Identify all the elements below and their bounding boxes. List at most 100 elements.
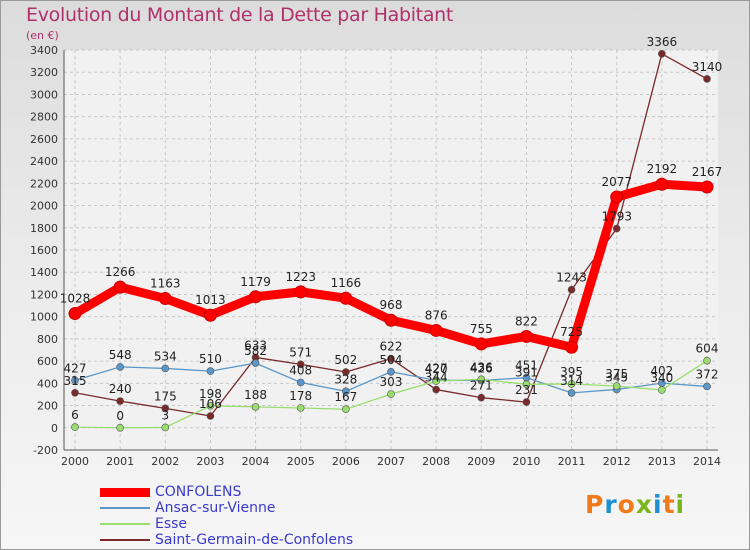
data-label: 426 [470,361,493,375]
data-label: 2167 [692,165,723,179]
x-tick-label: 2005 [287,455,315,468]
data-point [113,280,127,294]
data-label: 633 [244,338,267,352]
data-point [387,354,395,363]
data-point [161,423,170,432]
chart-subtitle: (en €) [26,29,59,42]
data-label: 436 [470,360,493,374]
data-label: 175 [154,389,177,403]
x-tick-label: 2013 [648,455,676,468]
data-label: 402 [650,364,673,378]
proxiti-logo: Proxiti [585,490,685,519]
logo-letter: P [585,490,605,519]
data-label: 604 [696,342,719,356]
data-point [71,388,79,397]
data-label: 504 [380,353,403,367]
data-label: 375 [605,367,628,381]
legend-swatch-esse [100,523,150,525]
legend-swatch-ansac [100,507,150,509]
y-tick-label: 400 [37,377,58,390]
data-label: 344 [425,371,448,385]
data-point [477,393,486,402]
data-label: 1028 [60,292,91,306]
data-point [384,313,398,327]
data-label: 303 [380,375,403,389]
data-label: 395 [560,365,583,379]
y-tick-label: 2400 [30,155,58,168]
data-label: 822 [515,314,538,328]
x-tick-label: 2001 [106,455,134,468]
logo-letter: x [635,490,653,519]
data-label: 725 [560,325,583,339]
logo-letter: o [617,490,636,519]
data-label: 1266 [105,265,136,279]
y-tick-label: 600 [37,355,58,368]
data-point [474,337,488,351]
data-label: 328 [334,372,357,386]
data-point [658,49,666,58]
data-label: 3 [161,408,169,422]
data-label: 502 [334,353,357,367]
data-label: 340 [650,371,673,385]
legend-swatch-confolens [100,488,150,497]
data-label: 420 [425,362,448,376]
logo-letter: t [662,490,676,519]
y-tick-label: 0 [51,422,58,435]
y-tick-label: 3200 [30,66,58,79]
data-point [116,363,124,371]
data-label: 534 [154,349,177,363]
data-point [206,367,215,375]
data-label: 427 [64,361,87,375]
legend-label-confolens: CONFOLENS [155,484,242,500]
data-label: 622 [380,340,403,354]
y-tick-label: 200 [37,400,58,413]
data-point [71,376,79,385]
data-label: 178 [289,389,312,403]
data-point [612,382,621,390]
data-label: 231 [515,383,538,397]
data-point [610,190,624,204]
data-point [339,291,353,305]
data-point [161,364,170,373]
data-point [567,389,576,397]
data-label: 876 [425,308,448,322]
data-point [296,404,305,412]
data-label: 1223 [285,270,316,284]
data-point [519,329,533,343]
x-tick-label: 2014 [693,455,721,468]
x-tick-label: 2010 [512,455,540,468]
y-tick-label: 1600 [30,244,58,257]
data-point [206,412,215,420]
data-point [158,292,172,306]
x-tick-label: 2008 [422,455,450,468]
x-tick-label: 2002 [151,455,179,468]
legend-swatch-saint-germain [100,539,150,541]
data-label: 3140 [692,60,723,74]
y-tick-label: 1000 [30,311,58,324]
data-point [249,290,263,304]
data-point [342,387,350,396]
data-label: 408 [289,363,312,377]
y-tick-label: 1200 [30,288,58,301]
data-label: 372 [696,367,719,381]
data-label: 427 [425,361,448,375]
data-label: 1166 [331,276,362,290]
legend-label-esse: Esse [155,516,188,532]
y-tick-label: 2600 [30,133,58,146]
y-tick-label: 2200 [30,177,58,190]
logo-letter: r [604,490,618,519]
data-point [522,398,531,406]
data-label: 1013 [195,293,226,307]
data-point [206,401,215,410]
data-point [342,368,350,376]
data-point [567,285,576,294]
data-point [658,386,666,394]
data-label: 188 [244,388,267,402]
data-point [251,403,260,411]
data-label: 106 [199,397,222,411]
y-tick-label: 2000 [30,200,58,213]
data-point [342,405,350,414]
y-tick-label: 3400 [30,44,58,57]
data-point [387,390,395,398]
